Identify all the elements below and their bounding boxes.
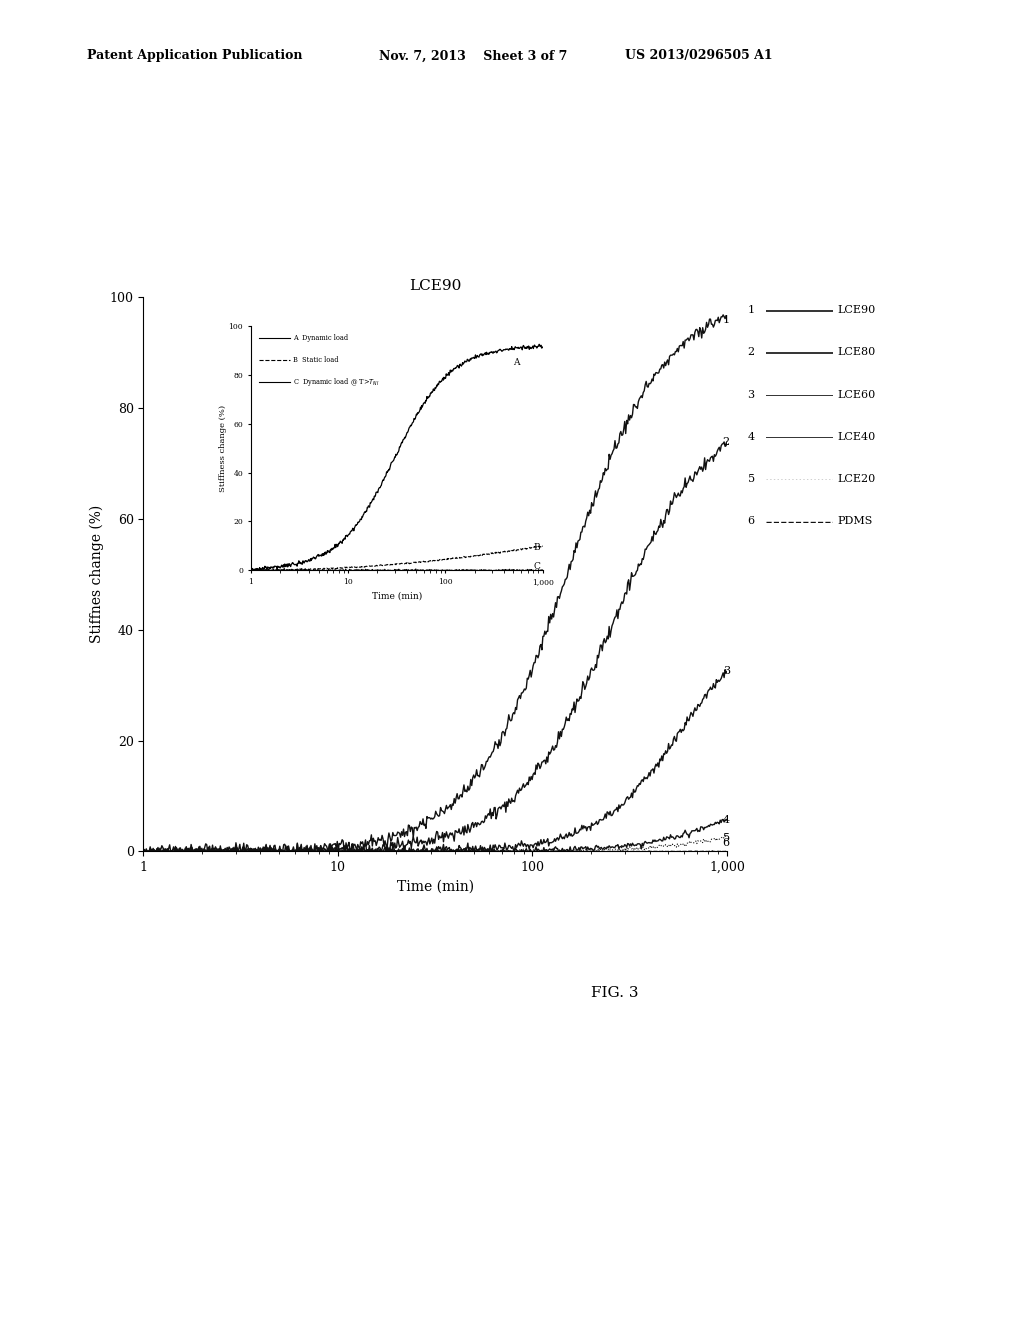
Text: 4: 4 [723, 814, 730, 825]
Text: 2: 2 [748, 347, 755, 358]
Text: A  Dynamic load: A Dynamic load [293, 334, 348, 342]
Text: C: C [534, 562, 541, 572]
Text: 1: 1 [748, 305, 755, 315]
Text: B  Static load: B Static load [293, 356, 338, 364]
X-axis label: Time (min): Time (min) [396, 879, 474, 894]
Text: 5: 5 [748, 474, 755, 484]
Text: LCE40: LCE40 [838, 432, 876, 442]
Text: FIG. 3: FIG. 3 [591, 986, 638, 999]
Text: A: A [513, 358, 520, 367]
Text: LCE60: LCE60 [838, 389, 876, 400]
Text: 1: 1 [723, 315, 730, 325]
Text: LCE20: LCE20 [838, 474, 876, 484]
Text: 3: 3 [748, 389, 755, 400]
X-axis label: Time (min): Time (min) [372, 591, 422, 601]
Text: 6: 6 [723, 838, 730, 847]
Text: US 2013/0296505 A1: US 2013/0296505 A1 [625, 49, 772, 62]
Text: PDMS: PDMS [838, 516, 873, 527]
Text: 3: 3 [723, 667, 730, 676]
Text: 2: 2 [723, 437, 730, 446]
Text: LCE80: LCE80 [838, 347, 876, 358]
Text: C  Dynamic load @ T>$T_{NI}$: C Dynamic load @ T>$T_{NI}$ [293, 376, 380, 388]
Text: Nov. 7, 2013    Sheet 3 of 7: Nov. 7, 2013 Sheet 3 of 7 [379, 49, 567, 62]
Text: Patent Application Publication: Patent Application Publication [87, 49, 302, 62]
Title: LCE90: LCE90 [409, 279, 462, 293]
Text: B: B [534, 543, 540, 552]
Text: 6: 6 [748, 516, 755, 527]
Y-axis label: Stiffness change (%): Stiffness change (%) [219, 404, 227, 492]
Text: 5: 5 [723, 833, 730, 843]
Y-axis label: Stiffnes change (%): Stiffnes change (%) [90, 506, 104, 643]
Text: LCE90: LCE90 [838, 305, 876, 315]
Text: 4: 4 [748, 432, 755, 442]
